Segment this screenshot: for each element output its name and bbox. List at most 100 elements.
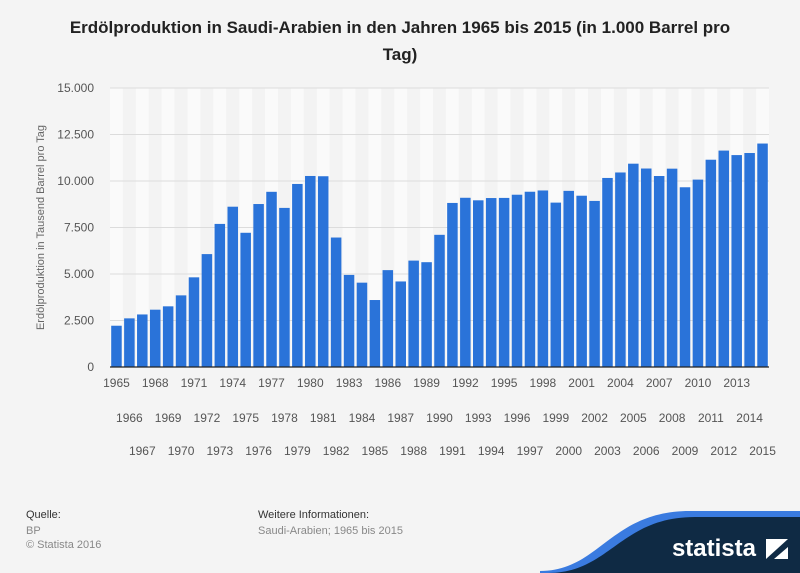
bar-2006 [640, 168, 652, 367]
bar-1999 [550, 202, 562, 367]
x-tick-label: 1982 [323, 444, 350, 458]
bar-2007 [653, 176, 665, 367]
bar-1973 [214, 223, 226, 367]
bar-1983 [343, 274, 355, 367]
bar-1978 [279, 207, 290, 367]
x-tick-label: 2005 [620, 411, 647, 425]
bar-1995 [498, 197, 510, 367]
y-tick-label: 12.500 [57, 128, 94, 142]
x-tick-label: 1994 [478, 444, 505, 458]
bar-2013 [731, 155, 742, 367]
bar-2008 [666, 168, 678, 367]
x-tick-label: 1965 [103, 376, 130, 390]
x-tick-label: 2009 [672, 444, 699, 458]
bar-2004 [615, 172, 626, 367]
x-tick-label: 1995 [491, 376, 518, 390]
x-tick-label: 2012 [710, 444, 737, 458]
x-tick-label: 1968 [142, 376, 169, 390]
x-tick-label: 1988 [400, 444, 427, 458]
x-tick-label: 1973 [206, 444, 233, 458]
x-tick-label: 1997 [517, 444, 544, 458]
x-tick-label: 1975 [232, 411, 259, 425]
x-tick-label: 1974 [219, 376, 246, 390]
x-tick-label: 1993 [465, 411, 492, 425]
x-tick-label: 1967 [129, 444, 156, 458]
bar-1966 [124, 318, 135, 367]
bar-1968 [149, 309, 161, 367]
info-block: Weitere Informationen: Saudi-Arabien; 19… [258, 509, 403, 538]
bar-1982 [330, 237, 342, 367]
bar-1974 [227, 206, 239, 367]
x-tick-label: 2014 [736, 411, 763, 425]
x-tick-label: 1972 [194, 411, 221, 425]
x-tick-label: 1976 [245, 444, 272, 458]
bar-1975 [240, 232, 251, 367]
x-tick-label: 1999 [542, 411, 569, 425]
x-tick-label: 1996 [504, 411, 531, 425]
x-tick-label: 1991 [439, 444, 466, 458]
bar-2014 [744, 153, 755, 367]
x-tick-label: 1970 [168, 444, 195, 458]
x-tick-label: 2003 [594, 444, 621, 458]
bar-2005 [628, 163, 639, 367]
x-tick-label: 1986 [374, 376, 401, 390]
x-tick-label: 1971 [181, 376, 208, 390]
bar-1976 [253, 204, 264, 367]
x-tick-label: 1984 [349, 411, 376, 425]
x-tick-label: 1981 [310, 411, 337, 425]
bar-2001 [576, 195, 587, 367]
y-tick-label: 7.500 [64, 221, 94, 235]
bar-1969 [162, 306, 174, 367]
x-tick-label: 2007 [646, 376, 673, 390]
statista-logo[interactable]: statista [671, 535, 756, 562]
x-tick-label: 1990 [426, 411, 453, 425]
x-tick-label: 2013 [723, 376, 750, 390]
y-tick-label: 2.500 [64, 314, 94, 328]
bar-2003 [602, 177, 613, 367]
bar-2011 [705, 159, 717, 367]
x-tick-label: 1983 [336, 376, 363, 390]
bar-2009 [679, 187, 691, 367]
bar-1981 [317, 176, 329, 367]
bar-1977 [266, 191, 277, 367]
bar-chart: 0 2.500 5.000 7.500 10.000 12.500 15.000 1965 19… [35, 81, 776, 458]
copyright: © Statista 2016 [26, 539, 102, 551]
x-tick-label: 1966 [116, 411, 143, 425]
bar-1971 [188, 277, 200, 367]
x-tick-label: 2001 [568, 376, 595, 390]
x-tick-label: 2002 [581, 411, 608, 425]
x-tick-label: 2000 [555, 444, 582, 458]
chart-title: Erdölproduktion in Saudi-Arabien in den … [69, 18, 731, 64]
x-tick-label: 1979 [284, 444, 311, 458]
x-tick-label: 2011 [698, 411, 724, 425]
x-tick-label: 1987 [387, 411, 414, 425]
bar-1994 [485, 198, 497, 367]
bar-1965 [111, 325, 122, 367]
bar-1980 [305, 175, 316, 367]
statista-logo-swoosh [540, 511, 800, 573]
x-tick-label: 1977 [258, 376, 285, 390]
bar-2010 [692, 179, 704, 367]
x-tick-label: 1985 [362, 444, 389, 458]
bar-2002 [589, 200, 600, 367]
bar-1988 [408, 260, 419, 367]
x-tick-label: 1989 [413, 376, 440, 390]
x-tick-label: 2006 [633, 444, 660, 458]
x-tick-label: 2008 [659, 411, 686, 425]
source-label: Quelle: [26, 509, 61, 521]
bar-1993 [473, 200, 484, 367]
bar-1989 [421, 262, 432, 367]
x-tick-label: 2015 [749, 444, 776, 458]
bar-1985 [369, 300, 381, 367]
bar-1998 [537, 190, 549, 367]
y-tick-label: 15.000 [57, 81, 94, 95]
y-tick-label: 10.000 [57, 174, 94, 188]
bar-1979 [292, 183, 303, 367]
bar-2012 [718, 150, 730, 367]
x-tick-label: 1978 [271, 411, 298, 425]
y-tick-label: 5.000 [64, 267, 94, 281]
source-block: Quelle: BP © Statista 2016 [26, 509, 101, 552]
bar-1990 [434, 234, 445, 367]
x-tick-label: 1998 [530, 376, 557, 390]
x-tick-label: 1992 [452, 376, 479, 390]
